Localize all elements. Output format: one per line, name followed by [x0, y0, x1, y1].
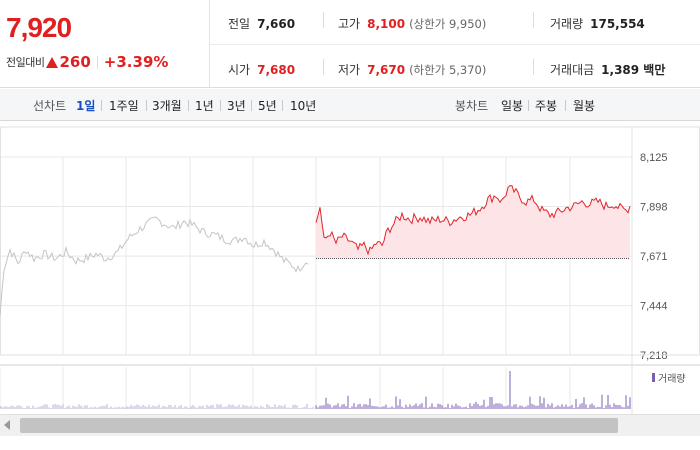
tab-period-5y[interactable]: 5년 [258, 99, 277, 113]
change-divider [96, 55, 98, 69]
stat-label: 전일 [228, 17, 251, 31]
change-label: 전일대비 [6, 56, 45, 69]
stat-divider [323, 12, 324, 28]
stat-volume: 거래량 175,554 [550, 15, 645, 32]
toolbar-divider [565, 100, 566, 111]
tab-candle-monthly[interactable]: 월봉 [573, 99, 596, 113]
stat-label: 거래량 [550, 17, 584, 31]
tab-candle-weekly[interactable]: 주봉 [535, 99, 558, 113]
y-tick-label: 7,444 [640, 301, 668, 313]
stat-label: 저가 [338, 63, 361, 77]
toolbar-divider [282, 100, 283, 111]
stat-sub: (상한가 9,950) [409, 17, 487, 31]
stat-label: 고가 [338, 17, 361, 31]
volume-legend-label: 거래량 [658, 373, 686, 385]
chart-toolbar: 선차트 1일 1주일 3개월 1년 3년 5년 10년 봉차트 일봉 주봉 월봉 [0, 89, 700, 121]
stat-prev-close: 전일 7,660 [228, 15, 295, 32]
stat-open: 시가 7,680 [228, 61, 295, 78]
scroll-left-icon[interactable] [4, 420, 10, 430]
toolbar-divider [220, 100, 221, 111]
price-chart-svg: 8,125 7,898 7,671 7,444 7,218 거래량 [0, 126, 700, 414]
toolbar-divider [101, 100, 102, 111]
price-box: 7,920 전일대비 260 +3.39% [0, 0, 210, 88]
y-tick-label: 7,671 [640, 251, 668, 263]
toolbar-divider [146, 100, 147, 111]
tab-period-10y[interactable]: 10년 [290, 99, 317, 113]
change-row: 전일대비 260 +3.39% [6, 53, 168, 71]
up-arrow-icon [46, 56, 59, 68]
candle-chart-label: 봉차트 [455, 99, 489, 113]
quote-panel: 7,920 전일대비 260 +3.39% 전일 7,660 고가 8,100 … [0, 0, 700, 88]
today-price-line [315, 185, 631, 256]
today-area-fill [316, 185, 630, 259]
stat-divider [533, 59, 534, 75]
today-volume-bars [315, 371, 631, 409]
line-chart-label: 선차트 [33, 99, 67, 113]
tab-period-1y[interactable]: 1년 [195, 99, 214, 113]
stat-divider [323, 59, 324, 75]
stat-value: 175,554 [590, 17, 645, 31]
toolbar-divider [528, 100, 529, 111]
change-percent: +3.39% [103, 53, 169, 71]
stat-sub: (하한가 5,370) [409, 63, 487, 77]
volume-legend-swatch [652, 373, 655, 382]
scrollbar-thumb[interactable] [20, 418, 618, 433]
y-tick-label: 7,218 [640, 350, 668, 362]
stat-label: 거래대금 [550, 63, 595, 77]
stats-row-divider [210, 44, 700, 45]
chart-scrollbar[interactable] [0, 414, 700, 436]
current-price: 7,920 [6, 12, 72, 43]
tab-period-1w[interactable]: 1주일 [109, 99, 139, 113]
stat-amount: 거래대금 1,389 백만 [550, 61, 665, 78]
tab-period-1d[interactable]: 1일 [76, 99, 96, 113]
tab-period-3m[interactable]: 3개월 [152, 99, 182, 113]
tab-period-3y[interactable]: 3년 [227, 99, 246, 113]
history-line [0, 216, 309, 316]
stat-value: 7,660 [257, 17, 296, 31]
stat-label: 시가 [228, 63, 251, 77]
stat-low: 저가 7,670 (하한가 5,370) [338, 61, 486, 78]
toolbar-divider [251, 100, 252, 111]
stat-value: 7,680 [257, 63, 296, 77]
history-volume-bars [0, 404, 314, 409]
stat-high: 고가 8,100 (상한가 9,950) [338, 15, 486, 32]
tab-candle-daily[interactable]: 일봉 [501, 99, 524, 113]
y-tick-label: 8,125 [640, 152, 668, 164]
toolbar-divider [188, 100, 189, 111]
stat-value: 1,389 백만 [601, 63, 666, 77]
stat-value: 7,670 [367, 63, 406, 77]
y-tick-label: 7,898 [640, 202, 668, 214]
change-amount: 260 [59, 53, 91, 71]
price-chart: 8,125 7,898 7,671 7,444 7,218 거래량 [0, 122, 700, 414]
stat-divider [533, 12, 534, 28]
stat-value: 8,100 [367, 17, 406, 31]
